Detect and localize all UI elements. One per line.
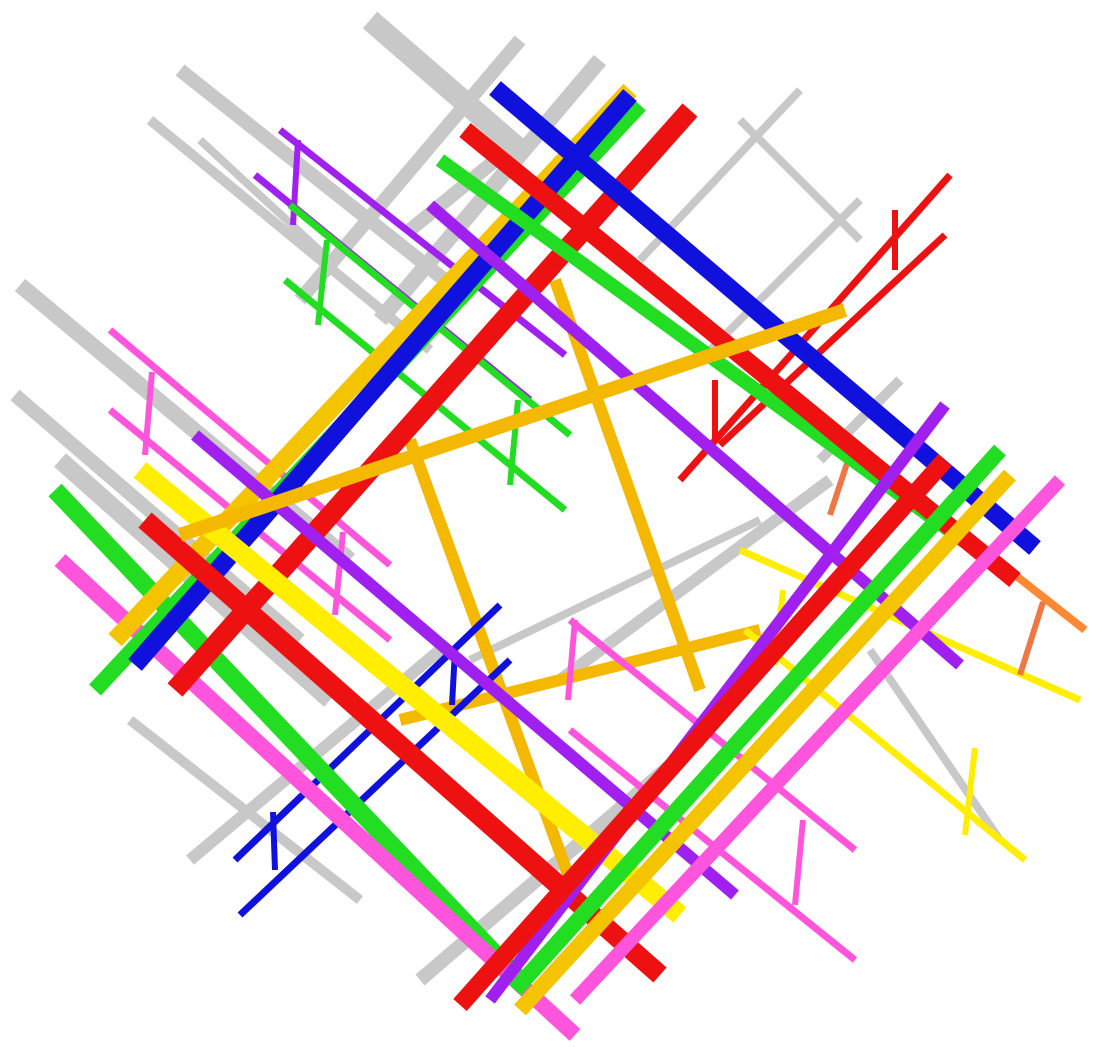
- tube: [717, 232, 948, 448]
- tube: [177, 303, 848, 542]
- tube: [742, 627, 1028, 863]
- tube: [962, 747, 978, 836]
- tube: [270, 811, 278, 871]
- tube: [48, 483, 527, 987]
- tube-shadow: [866, 647, 1004, 843]
- tube: [459, 123, 1021, 587]
- tube: [489, 81, 1041, 555]
- tube-layer: [48, 81, 1088, 1041]
- tube: [426, 200, 964, 670]
- tube: [514, 469, 1016, 1016]
- tube: [569, 475, 1066, 1005]
- tube: [453, 454, 952, 1011]
- tube: [332, 531, 346, 616]
- tube-shadow: [468, 516, 762, 664]
- tube: [792, 819, 806, 906]
- tube: [1017, 601, 1046, 676]
- tube: [142, 371, 155, 456]
- tube: [167, 103, 698, 697]
- tube: [232, 602, 503, 863]
- tube: [107, 327, 393, 568]
- tube-shadow: [197, 137, 333, 263]
- tube-shadow: [294, 35, 526, 305]
- tube: [191, 430, 739, 900]
- tube: [133, 462, 687, 923]
- tube-shadow: [362, 11, 528, 159]
- tube: [565, 619, 578, 701]
- tube: [509, 444, 1006, 996]
- tube: [567, 617, 858, 853]
- tube: [549, 277, 706, 693]
- tube: [237, 657, 513, 918]
- tube: [315, 239, 330, 326]
